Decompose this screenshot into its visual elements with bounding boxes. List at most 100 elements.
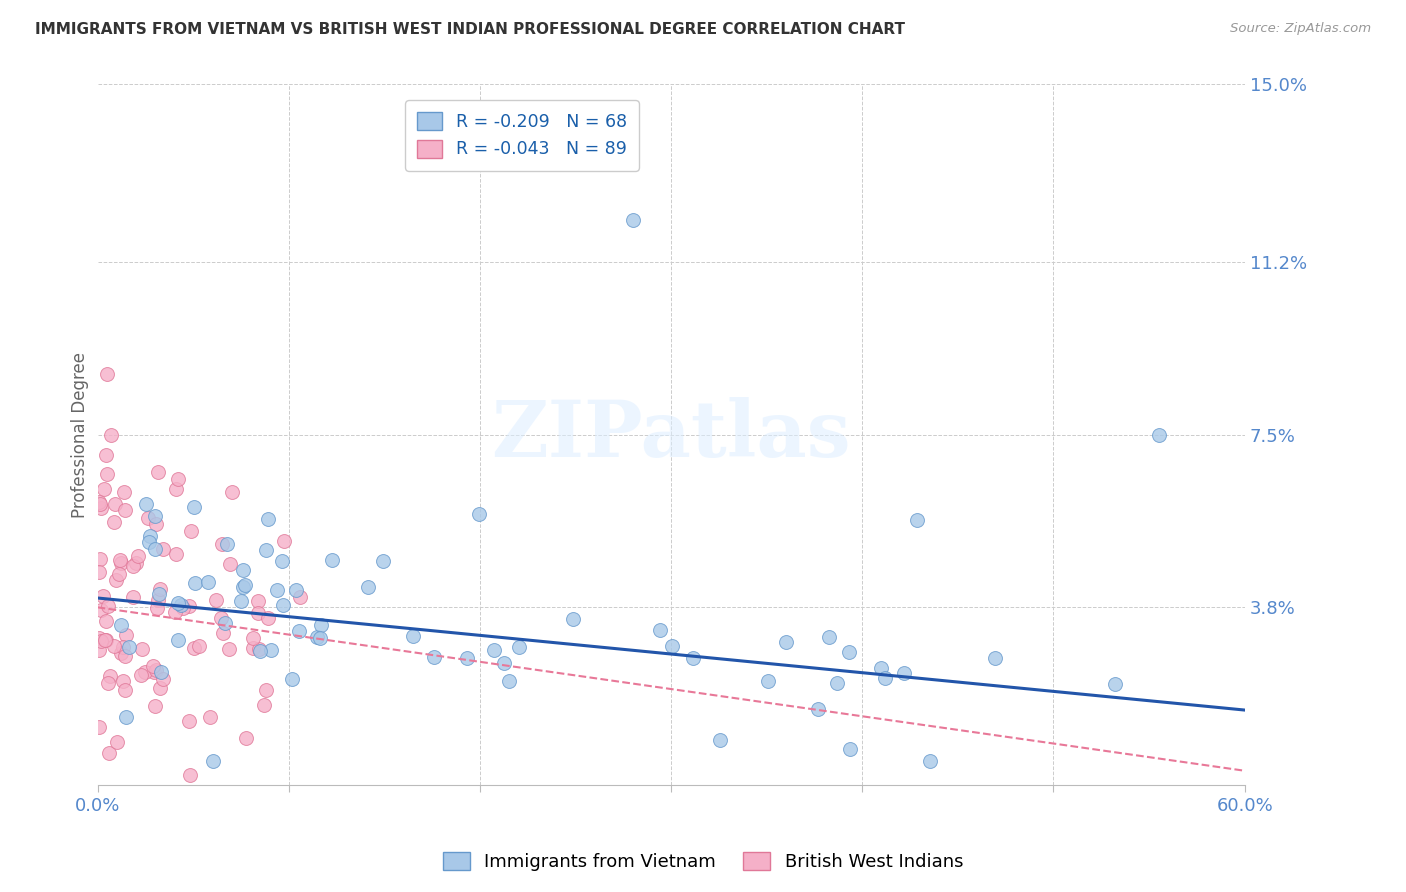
- Point: [905, 513, 928, 527]
- Point: [118, 640, 141, 655]
- Point: [249, 644, 271, 658]
- Point: [402, 629, 425, 643]
- Point: [138, 534, 160, 549]
- Point: [179, 768, 201, 782]
- Point: [231, 594, 253, 608]
- Point: [143, 509, 166, 524]
- Text: ZIPatlas: ZIPatlas: [491, 397, 851, 473]
- Point: [98, 669, 121, 683]
- Point: [165, 547, 187, 561]
- Text: Source: ZipAtlas.com: Source: ZipAtlas.com: [1230, 22, 1371, 36]
- Point: [114, 502, 136, 516]
- Point: [288, 590, 311, 604]
- Point: [97, 599, 120, 614]
- Point: [170, 599, 193, 613]
- Point: [183, 500, 205, 515]
- Point: [219, 558, 242, 572]
- Point: [498, 673, 520, 688]
- Point: [256, 683, 278, 698]
- Point: [257, 512, 280, 526]
- Point: [89, 497, 111, 511]
- Point: [110, 556, 132, 570]
- Point: [89, 552, 111, 566]
- Point: [305, 630, 328, 644]
- Point: [104, 573, 127, 587]
- Point: [112, 640, 135, 655]
- Point: [112, 674, 135, 689]
- Point: [114, 683, 136, 698]
- Point: [218, 642, 240, 657]
- Point: [145, 663, 167, 677]
- Point: [235, 578, 257, 592]
- Point: [127, 549, 149, 564]
- Point: [308, 631, 330, 645]
- Point: [167, 596, 190, 610]
- Point: [259, 643, 281, 657]
- Point: [146, 593, 169, 607]
- Y-axis label: Professional Degree: Professional Degree: [72, 351, 89, 517]
- Point: [288, 624, 311, 638]
- Point: [257, 610, 280, 624]
- Point: [482, 643, 505, 657]
- Point: [1104, 677, 1126, 691]
- Point: [371, 554, 394, 568]
- Point: [110, 617, 132, 632]
- Point: [221, 484, 243, 499]
- Point: [104, 497, 127, 511]
- Point: [183, 641, 205, 656]
- Point: [90, 603, 112, 617]
- Point: [143, 665, 166, 680]
- Point: [285, 583, 308, 598]
- Legend: Immigrants from Vietnam, British West Indians: Immigrants from Vietnam, British West In…: [436, 846, 970, 879]
- Point: [136, 511, 159, 525]
- Point: [115, 627, 138, 641]
- Point: [89, 494, 111, 508]
- Point: [682, 651, 704, 665]
- Point: [838, 645, 860, 659]
- Point: [211, 537, 233, 551]
- Point: [825, 675, 848, 690]
- Point: [146, 601, 169, 615]
- Point: [468, 508, 491, 522]
- Point: [321, 552, 343, 566]
- Point: [100, 427, 122, 442]
- Point: [270, 553, 292, 567]
- Point: [253, 698, 276, 713]
- Point: [247, 641, 270, 656]
- Point: [150, 665, 173, 679]
- Point: [98, 746, 121, 760]
- Text: IMMIGRANTS FROM VIETNAM VS BRITISH WEST INDIAN PROFESSIONAL DEGREE CORRELATION C: IMMIGRANTS FROM VIETNAM VS BRITISH WEST …: [35, 22, 905, 37]
- Point: [212, 625, 235, 640]
- Point: [247, 593, 270, 607]
- Point: [215, 537, 238, 551]
- Point: [163, 605, 186, 619]
- Point: [650, 623, 672, 637]
- Point: [201, 755, 224, 769]
- Point: [281, 672, 304, 686]
- Point: [148, 681, 170, 695]
- Point: [357, 580, 380, 594]
- Point: [103, 639, 125, 653]
- Point: [873, 671, 896, 685]
- Point: [89, 565, 111, 579]
- Point: [508, 640, 530, 654]
- Point: [209, 611, 232, 625]
- Point: [94, 633, 117, 648]
- Point: [129, 668, 152, 682]
- Point: [172, 601, 194, 615]
- Point: [148, 587, 170, 601]
- Point: [166, 472, 188, 486]
- Point: [869, 660, 891, 674]
- Point: [96, 367, 118, 381]
- Point: [621, 212, 644, 227]
- Point: [187, 639, 209, 653]
- Point: [146, 465, 169, 479]
- Point: [108, 566, 131, 581]
- Point: [131, 642, 153, 657]
- Point: [134, 665, 156, 679]
- Point: [90, 633, 112, 648]
- Point: [246, 606, 269, 620]
- Point: [91, 589, 114, 603]
- Point: [90, 500, 112, 515]
- Point: [142, 658, 165, 673]
